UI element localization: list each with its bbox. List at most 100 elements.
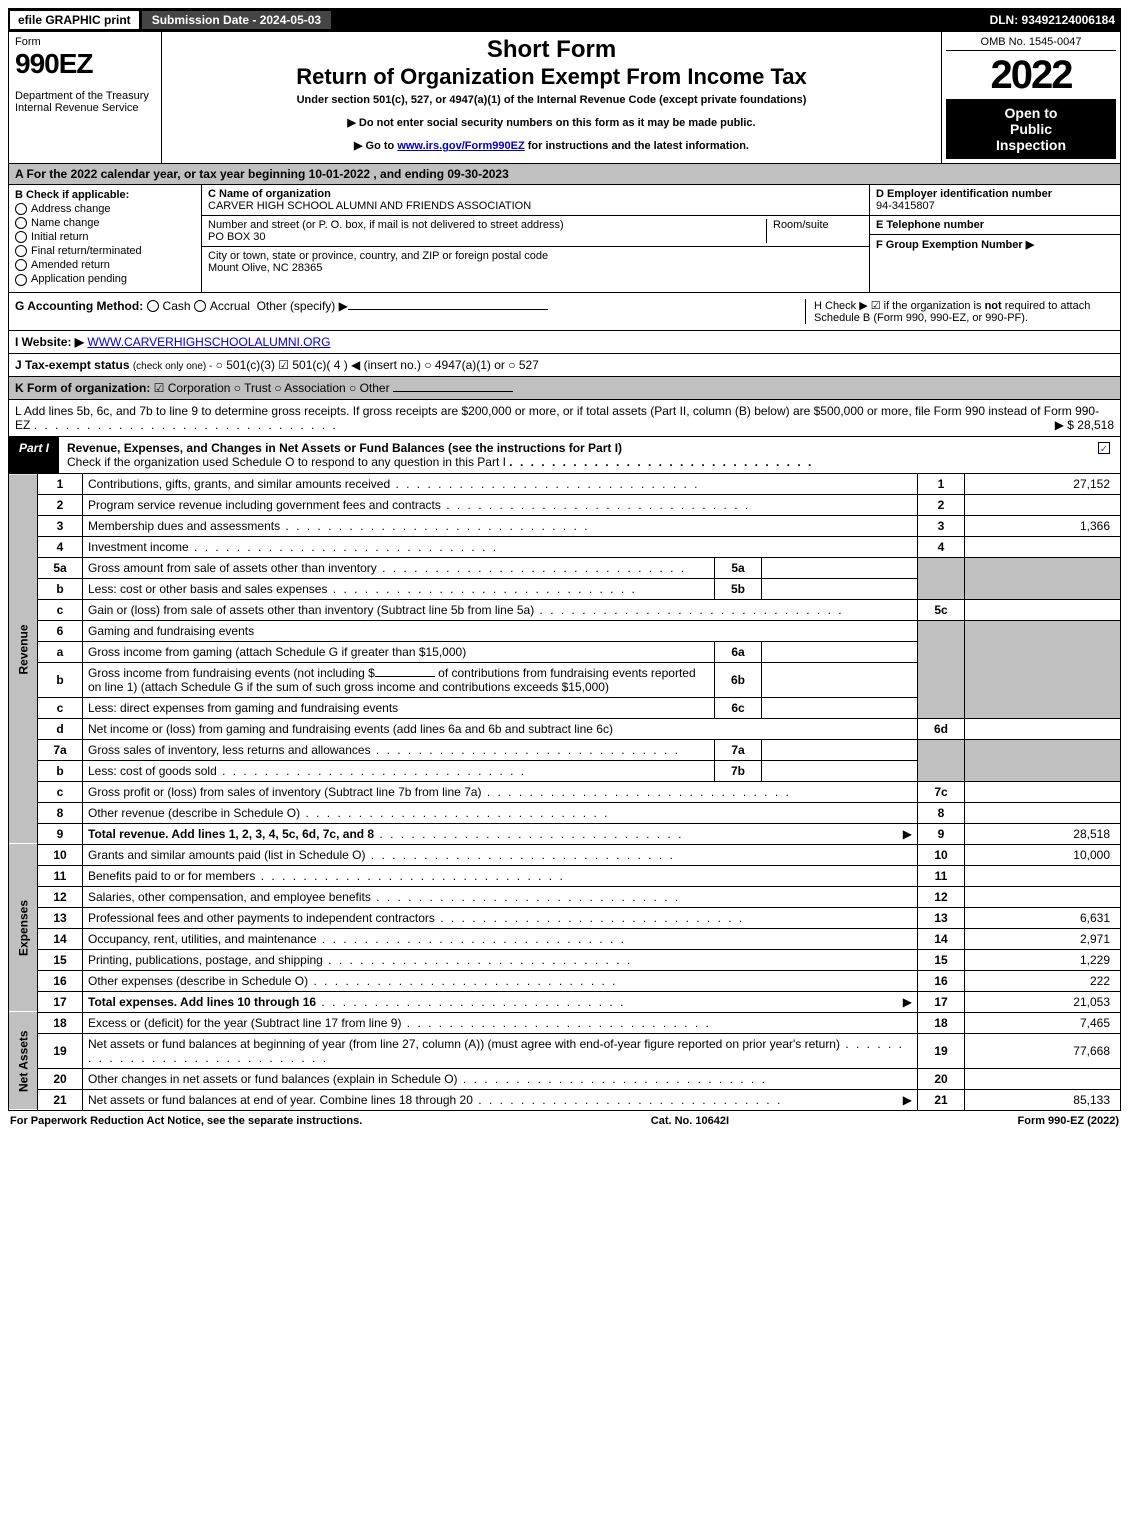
l6b-iamt [762,662,918,697]
l7c-desc: Gross profit or (loss) from sales of inv… [83,781,918,802]
part1-title-block: Revenue, Expenses, and Changes in Net As… [59,437,1092,473]
l5a-desc: Gross amount from sale of assets other t… [83,557,715,578]
l5c-num: c [38,599,83,620]
l2-desc: Program service revenue including govern… [83,494,918,515]
l3-num: 3 [38,515,83,536]
l6a-num: a [38,641,83,662]
l15-desc: Printing, publications, postage, and shi… [83,949,918,970]
cell-ein: D Employer identification number 94-3415… [870,185,1120,216]
l6a-iamt [762,641,918,662]
l6-greyamt [965,620,1121,718]
phone-label: E Telephone number [876,219,984,231]
l18-desc: Excess or (deficit) for the year (Subtra… [83,1012,918,1033]
cell-org-name: C Name of organization CARVER HIGH SCHOO… [202,185,869,216]
col-c-org-info: C Name of organization CARVER HIGH SCHOO… [202,185,869,292]
website-link[interactable]: WWW.CARVERHIGHSCHOOLALUMNI.ORG [87,335,330,349]
open1: Open to [950,105,1112,121]
l7b-desc: Less: cost of goods sold [83,760,715,781]
l14-desc: Occupancy, rent, utilities, and maintena… [83,928,918,949]
l5c-amt [965,599,1121,620]
cell-phone: E Telephone number [870,216,1120,235]
g-accrual-radio[interactable] [194,300,206,312]
l6d-box: 6d [918,718,965,739]
g-other-label: Other (specify) ▶ [257,299,348,313]
name-label: C Name of organization [208,188,331,200]
tax-year: 2022 [946,55,1116,95]
group-exemption-label: F Group Exemption Number ▶ [876,239,1034,251]
l14-num: 14 [38,928,83,949]
l6b-ibox: 6b [715,662,762,697]
part1-label: Part I [9,437,59,473]
g-cash-radio[interactable] [147,300,159,312]
open-to-public: Open to Public Inspection [946,99,1116,159]
l6c-ibox: 6c [715,697,762,718]
irs-link[interactable]: www.irs.gov/Form990EZ [397,140,524,152]
top-bar: efile GRAPHIC print Submission Date - 20… [8,8,1121,32]
l6b-input[interactable] [375,676,435,677]
j-note: (check only one) - [133,361,212,372]
l6b-desc: Gross income from fundraising events (no… [83,662,715,697]
l11-num: 11 [38,865,83,886]
room-label: Room/suite [773,219,829,231]
l15-num: 15 [38,949,83,970]
check-final-return[interactable]: Final return/terminated [15,245,195,257]
l14-box: 14 [918,928,965,949]
check-initial-return[interactable]: Initial return [15,231,195,243]
l19-desc: Net assets or fund balances at beginning… [83,1033,918,1068]
l5b-desc: Less: cost or other basis and sales expe… [83,578,715,599]
l7b-ibox: 7b [715,760,762,781]
col-b-checkboxes: B Check if applicable: Address change Na… [9,185,202,292]
l7a-desc: Gross sales of inventory, less returns a… [83,739,715,760]
note2-pre: ▶ Go to [354,140,397,152]
efile-print-button[interactable]: efile GRAPHIC print [10,11,139,29]
submission-date-button[interactable]: Submission Date - 2024-05-03 [142,11,331,29]
part1-title: Revenue, Expenses, and Changes in Net As… [67,441,622,455]
l6c-desc: Less: direct expenses from gaming and fu… [83,697,715,718]
l6c-iamt [762,697,918,718]
l16-desc: Other expenses (describe in Schedule O) [83,970,918,991]
j-label: J Tax-exempt status [15,358,130,372]
k-other-input[interactable] [393,391,513,392]
part1-check-text: Check if the organization used Schedule … [67,455,506,469]
l20-box: 20 [918,1068,965,1089]
l7a-iamt [762,739,918,760]
check-amended-return[interactable]: Amended return [15,259,195,271]
l18-amt: 7,465 [965,1012,1121,1033]
l2-num: 2 [38,494,83,515]
g-other-input[interactable] [348,309,548,310]
footer-mid: Cat. No. 10642I [651,1115,729,1127]
check-address-change[interactable]: Address change [15,203,195,215]
part1-checkbox[interactable] [1092,437,1120,473]
check-application-pending[interactable]: Application pending [15,273,195,285]
l15-box: 15 [918,949,965,970]
l7c-box: 7c [918,781,965,802]
l9-box: 9 [918,823,965,844]
footer-left: For Paperwork Reduction Act Notice, see … [10,1115,362,1127]
omb-number: OMB No. 1545-0047 [946,36,1116,51]
l1-box: 1 [918,474,965,495]
l19-box: 19 [918,1033,965,1068]
short-form-title: Short Form [172,36,931,64]
l21-num: 21 [38,1089,83,1110]
ein-label: D Employer identification number [876,188,1052,200]
l8-num: 8 [38,802,83,823]
l6d-num: d [38,718,83,739]
i-label: I Website: ▶ [15,335,84,349]
side-revenue: Revenue [9,474,38,824]
h-not: not [985,300,1002,312]
l13-desc: Professional fees and other payments to … [83,907,918,928]
l19-amt: 77,668 [965,1033,1121,1068]
l4-num: 4 [38,536,83,557]
check-name-change[interactable]: Name change [15,217,195,229]
street-value: PO BOX 30 [208,231,265,243]
l16-amt: 222 [965,970,1121,991]
l12-num: 12 [38,886,83,907]
l9-num: 9 [38,823,83,844]
l5b-num: b [38,578,83,599]
l6a-desc: Gross income from gaming (attach Schedul… [83,641,715,662]
l6-desc: Gaming and fundraising events [83,620,918,641]
row-i: I Website: ▶ WWW.CARVERHIGHSCHOOLALUMNI.… [8,331,1121,354]
cell-group-exemption: F Group Exemption Number ▶ [870,235,1120,254]
h-schedule-b: H Check ▶ ☑ if the organization is not r… [805,299,1114,324]
row-a-tax-year: A For the 2022 calendar year, or tax yea… [8,164,1121,185]
